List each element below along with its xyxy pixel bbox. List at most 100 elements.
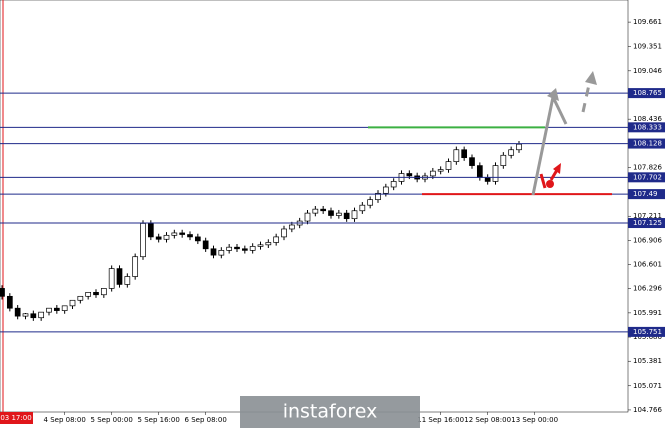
x-tick-label: 6 Sep 08:00 (185, 416, 227, 424)
candle-body (61, 305, 68, 311)
y-tick-label: 109.661 (633, 18, 662, 26)
candle-body (320, 208, 327, 212)
candle-body (14, 307, 21, 317)
level-box (628, 172, 665, 183)
x-tick-label: 5 Sep 00:00 (91, 416, 133, 424)
candle-body (273, 236, 280, 243)
level-box (628, 218, 665, 229)
candle-body (469, 157, 475, 166)
y-tick-label: 105.991 (633, 309, 662, 317)
candle-body (100, 288, 107, 296)
candle-body (22, 313, 29, 317)
candle-body (38, 311, 45, 319)
candle-body (218, 250, 225, 256)
candle-body (124, 276, 131, 285)
level-label: 105.751 (633, 328, 662, 336)
candle-body (69, 299, 76, 307)
candle-body (202, 240, 209, 250)
dashed-arrow (581, 79, 592, 113)
candle-body (147, 223, 154, 238)
candle-body (328, 210, 334, 216)
candle-body (492, 165, 499, 182)
cursor-box (0, 412, 33, 424)
level-label: 107.49 (633, 190, 658, 198)
level-box (628, 326, 665, 337)
candle-body (281, 228, 287, 238)
candle-body (343, 212, 350, 220)
candle-body (265, 242, 272, 246)
level-box (628, 122, 665, 133)
arrowhead (553, 163, 561, 174)
x-tick-label: 11 Sep 16:00 (417, 416, 464, 424)
down-arrow (539, 173, 547, 189)
candle-body (445, 161, 452, 170)
cursor-label: 03 17:00 (0, 414, 31, 422)
y-tick-label: 106.906 (633, 236, 662, 244)
candle-body (187, 234, 193, 238)
candle-body (6, 295, 13, 309)
candle-body (108, 268, 115, 289)
x-tick-label: 12 Sep 08:00 (464, 416, 511, 424)
x-tick-label: 5 Sep 16:00 (138, 416, 180, 424)
candle-body (46, 307, 52, 313)
candle-body (257, 244, 264, 247)
candle-body (226, 246, 233, 251)
candle-body (210, 248, 217, 256)
y-tick-label: 105.071 (633, 382, 662, 390)
candle-body (484, 177, 491, 182)
candle-body (0, 288, 5, 297)
level-box (628, 88, 665, 99)
candle-body (437, 169, 444, 172)
candle-body (179, 232, 186, 235)
candle-body (241, 248, 248, 251)
candle-body (429, 170, 436, 177)
candle-body (312, 208, 319, 214)
candle-body (461, 149, 468, 159)
x-tick-label: 4 Sep 08:00 (44, 416, 86, 424)
candle-body (304, 212, 311, 222)
candle-body (163, 234, 170, 240)
candle-body (390, 181, 397, 188)
candle-body (132, 256, 139, 277)
x-tick-label: 13 Sep 00:00 (511, 416, 558, 424)
candle-body (30, 313, 37, 319)
candle-body (508, 149, 515, 156)
y-tick-label: 104.766 (633, 406, 662, 414)
level-label: 108.128 (633, 140, 662, 148)
candle-body (516, 143, 522, 151)
candle-body (288, 224, 295, 230)
candle-body (500, 154, 507, 166)
candle-body (382, 186, 389, 194)
level-label: 108.333 (633, 123, 662, 131)
candle-body (406, 173, 413, 177)
level-label: 107.125 (633, 219, 662, 227)
candle-body (351, 210, 358, 220)
level-box (628, 189, 665, 200)
levels (0, 92, 628, 333)
axes: 109.661 109.351 109.046 108.436 107.826 107.2… (44, 18, 665, 424)
candle-body (77, 295, 84, 301)
candle-body (375, 192, 381, 201)
candle-body (249, 246, 256, 251)
candle-body (194, 236, 201, 242)
candle-body (476, 165, 483, 178)
candle-body (93, 292, 99, 296)
plot-area (0, 0, 629, 413)
candle-body (140, 223, 146, 258)
level-box (628, 138, 665, 149)
y-tick-label: 105.381 (633, 357, 662, 365)
y-tick-label: 106.601 (633, 261, 662, 269)
y-tick-label: 109.046 (633, 67, 662, 75)
arrowhead (547, 88, 559, 101)
y-tick-label: 107.826 (633, 163, 662, 171)
candle-body (53, 307, 60, 311)
candle-body (234, 246, 240, 250)
red-arrow (549, 169, 559, 181)
candle-body (116, 268, 123, 285)
y-tick-label: 105.686 (633, 333, 662, 341)
y-tick-label: 106.296 (633, 285, 662, 293)
y-tick-label: 109.351 (633, 43, 662, 51)
watermark: instaforex (283, 401, 378, 423)
candle-body (171, 232, 178, 236)
